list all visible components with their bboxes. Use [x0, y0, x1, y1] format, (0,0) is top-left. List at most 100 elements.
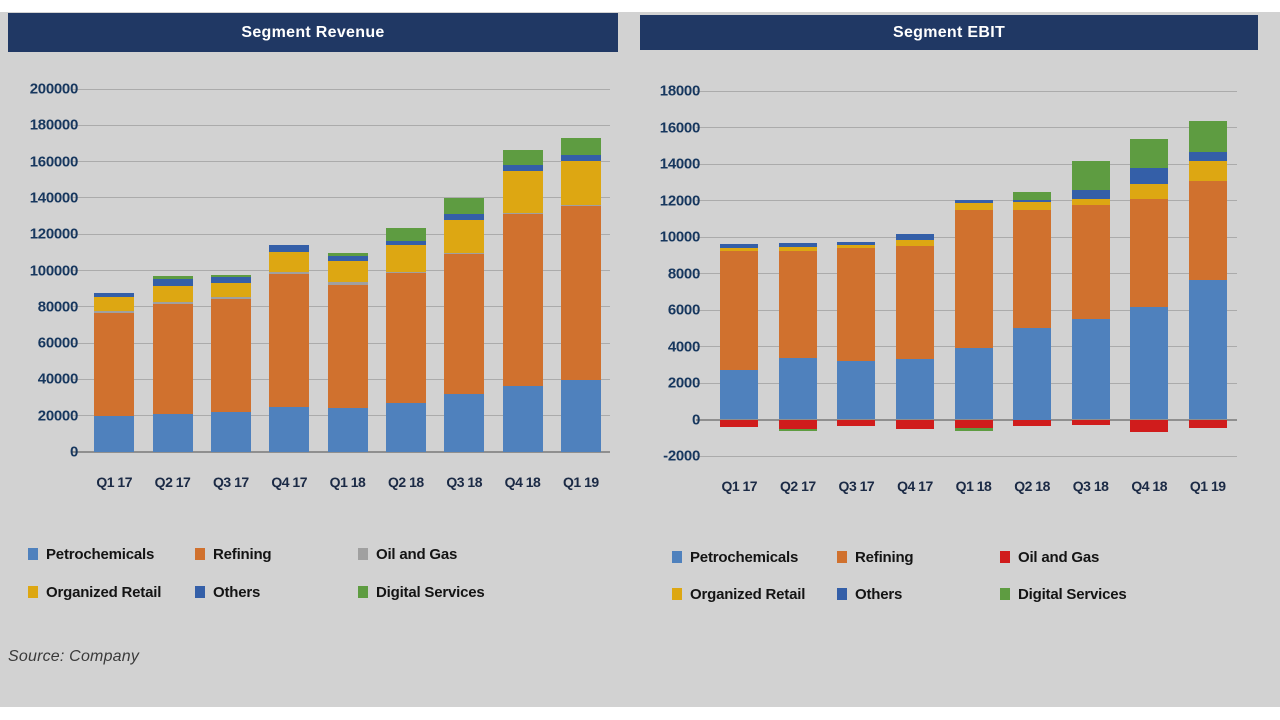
legend-label: Oil and Gas: [376, 545, 458, 563]
bar-petrochemicals-q1-18: [327, 408, 368, 452]
segment-revenue-xtick-q1-19: Q1 19: [563, 474, 599, 490]
bar-refining-q2-17: [778, 250, 817, 359]
legend-swatch-petrochemicals: [672, 551, 682, 563]
bar-others-q3-17: [837, 241, 876, 246]
bar-petrochemicals-q3-17: [837, 361, 876, 420]
segment-revenue-legend-item-organized-retail: Organized Retail: [28, 582, 161, 602]
bar-organized-retail-q1-17: [720, 247, 759, 251]
segment-revenue-xtick-q4-18: Q4 18: [504, 474, 541, 490]
legend-swatch-refining: [195, 548, 205, 560]
segment-ebit-legend-item-petrochemicals: Petrochemicals: [672, 547, 798, 567]
bar-digital-services-q1-18: [327, 252, 368, 257]
gridline: [71, 233, 610, 235]
bar-digital-services-q2-18: [1013, 192, 1052, 200]
segment-ebit-ytick-16000: 16000: [659, 119, 701, 136]
bar-refining-q4-17: [895, 245, 934, 360]
bar-organized-retail-q1-19: [560, 161, 601, 205]
bar-digital-services-q2-17: [152, 276, 193, 280]
bar-oil-and-gas-q2-17: [778, 419, 817, 429]
legend-swatch-organized-retail: [28, 586, 38, 598]
bar-others-q2-18: [1013, 199, 1052, 203]
segment-ebit-ytick-6000: 6000: [667, 301, 700, 319]
gridline: [71, 88, 610, 90]
bar-others-q4-18: [502, 165, 543, 172]
segment-revenue-xtick-q3-18: Q3 18: [446, 474, 482, 490]
legend-swatch-digital-services: [1000, 588, 1010, 600]
bar-refining-q1-19: [560, 205, 601, 381]
segment-ebit-xtick-q4-18: Q4 18: [1131, 478, 1167, 494]
legend-label: Refining: [855, 548, 914, 566]
segment-ebit-xtick-q1-18: Q1 18: [955, 478, 992, 494]
bar-petrochemicals-q3-17: [210, 412, 251, 452]
bar-oil-and-gas-q1-18: [954, 419, 993, 428]
bar-petrochemicals-q4-17: [269, 406, 310, 452]
bar-oil-and-gas-q2-17: [152, 301, 193, 305]
bar-organized-retail-q2-17: [152, 285, 193, 302]
segment-revenue-ytick-40000: 40000: [37, 370, 79, 388]
bar-digital-services-q4-18: [1130, 139, 1169, 168]
bar-others-q1-19: [560, 155, 601, 162]
bar-oil-and-gas-q3-17: [837, 419, 876, 426]
segment-revenue-xtick-q1-18: Q1 18: [329, 474, 366, 490]
segment-revenue-ytick-60000: 60000: [37, 334, 79, 352]
bar-others-q1-18: [327, 256, 368, 261]
bar-others-q1-17: [720, 244, 759, 248]
bar-petrochemicals-q3-18: [444, 393, 485, 452]
segment-revenue-ytick-120000: 120000: [29, 225, 79, 243]
segment-ebit-title: Segment EBIT: [640, 15, 1258, 50]
legend-label: Organized Retail: [46, 583, 162, 601]
segment-ebit-ytick-10000: 10000: [659, 228, 701, 246]
segment-ebit-xtick-q3-18: Q3 18: [1072, 478, 1109, 494]
bar-others-q3-18: [1071, 190, 1110, 199]
segment-revenue-ytick-200000: 200000: [29, 80, 79, 98]
gridline: [71, 161, 610, 163]
bar-organized-retail-q2-18: [1013, 202, 1052, 210]
bar-others-q4-17: [269, 244, 310, 252]
gridline: [696, 90, 1237, 92]
segment-revenue-xtick-q4-17: Q4 17: [271, 474, 307, 490]
legend-swatch-others: [195, 586, 205, 598]
gridline: [696, 127, 1237, 128]
segment-revenue-ytick-0: 0: [69, 443, 78, 461]
bar-petrochemicals-q1-19: [560, 380, 601, 452]
segment-ebit-legend-item-digital-services: Digital Services: [1000, 584, 1127, 604]
segment-revenue-xtick-q2-18: Q2 18: [388, 474, 424, 490]
bar-oil-and-gas-q3-18: [1071, 419, 1110, 425]
bar-digital-services-q1-19: [1188, 121, 1227, 153]
gridline: [696, 163, 1237, 165]
bar-organized-retail-q1-18: [327, 260, 368, 282]
segment-ebit-xtick-q1-17: Q1 17: [721, 478, 758, 494]
bar-others-q1-19: [1188, 152, 1227, 162]
legend-swatch-refining: [837, 551, 847, 563]
bar-others-q3-17: [210, 276, 251, 283]
segment-ebit-ytick--2000: -2000: [663, 447, 700, 465]
legend-label: Refining: [213, 545, 272, 563]
segment-revenue-ytick-20000: 20000: [37, 407, 79, 425]
bar-organized-retail-q3-17: [210, 282, 251, 297]
bar-digital-services-q3-18: [444, 198, 485, 214]
bar-organized-retail-q1-18: [954, 203, 993, 210]
bar-digital-services-q2-17: [778, 428, 817, 432]
bar-oil-and-gas-q4-18: [502, 213, 543, 215]
legend-label: Organized Retail: [690, 585, 806, 603]
bar-refining-q3-18: [1071, 204, 1110, 319]
segment-revenue-ytick-180000: 180000: [29, 116, 79, 134]
legend-label: Digital Services: [376, 583, 485, 601]
bar-oil-and-gas-q2-18: [1013, 419, 1052, 426]
bar-others-q3-18: [444, 213, 485, 221]
bar-oil-and-gas-q1-17: [720, 419, 759, 427]
bar-digital-services-q1-19: [560, 137, 601, 156]
segment-ebit-xtick-q2-17: Q2 17: [780, 478, 816, 494]
bar-oil-and-gas-q1-18: [327, 281, 368, 285]
bar-others-q1-17: [94, 292, 135, 297]
segment-revenue-legend-item-oil-and-gas: Oil and Gas: [358, 544, 457, 564]
bar-refining-q3-17: [210, 299, 251, 413]
gridline: [71, 197, 610, 199]
bar-organized-retail-q1-17: [94, 296, 135, 311]
bar-others-q1-18: [954, 199, 993, 204]
segment-ebit-ytick-4000: 4000: [667, 338, 700, 355]
legend-swatch-oil-and-gas: [1000, 551, 1010, 563]
segment-revenue-xtick-q2-17: Q2 17: [154, 474, 191, 490]
segment-ebit-legend-item-organized-retail: Organized Retail: [672, 584, 805, 604]
bar-oil-and-gas-q1-19: [1188, 419, 1227, 428]
